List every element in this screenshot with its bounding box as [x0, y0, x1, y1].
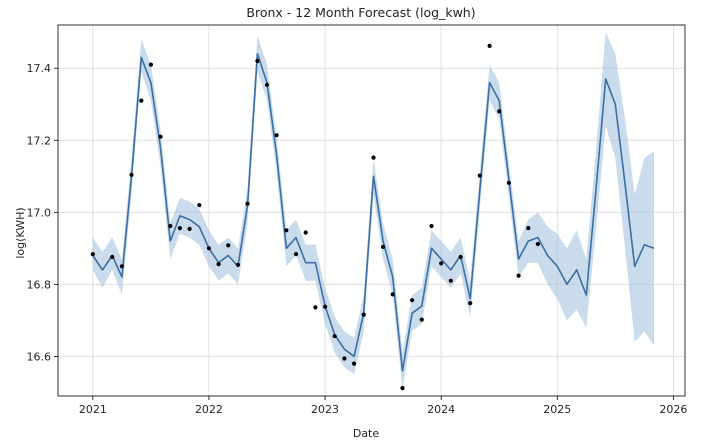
actual-data-point [352, 361, 357, 366]
actual-data-point [264, 82, 270, 87]
x-tick-label: 2021 [79, 403, 107, 416]
actual-data-point [90, 252, 95, 257]
forecast-line [92, 52, 655, 372]
actual-data-point [332, 334, 337, 339]
actual-data-point [187, 226, 192, 231]
actual-data-point [371, 155, 376, 160]
actual-data-point [410, 298, 415, 303]
y-tick-label: 17.2 [27, 134, 52, 147]
uncertainty-band-layer [92, 32, 655, 389]
actual-data-point [216, 262, 221, 267]
plot-frame [57, 24, 686, 397]
forecast-line-layer [92, 52, 655, 372]
y-tick-label: 17.0 [27, 206, 52, 219]
x-tick-label: 2023 [311, 403, 339, 416]
actual-data-point [177, 226, 182, 231]
actual-data-point [477, 173, 482, 178]
actual-data-point [206, 246, 211, 251]
y-tick-label: 16.8 [27, 278, 52, 291]
actual-data-point [497, 109, 502, 114]
actual-data-point [235, 262, 241, 267]
actual-data-point [400, 386, 405, 391]
actual-data-point [516, 273, 521, 278]
actual-data-point [487, 43, 492, 49]
x-tick-label: 2022 [195, 403, 223, 416]
actual-data-point [303, 230, 308, 235]
actual-data-point [158, 134, 163, 139]
x-axis-ticks: 2021 2022 2023 2024 2025 2026 [79, 396, 687, 416]
actual-points-layer [90, 43, 541, 391]
actual-data-point [274, 133, 279, 138]
x-axis-label: Date [353, 427, 380, 440]
actual-data-point [506, 180, 511, 185]
actual-data-point [381, 244, 386, 249]
actual-data-point [458, 254, 463, 260]
actual-data-point [110, 254, 115, 260]
x-tick-label: 2026 [659, 403, 687, 416]
x-tick-label: 2025 [543, 403, 571, 416]
actual-data-point [119, 264, 124, 269]
actual-data-point [168, 223, 173, 229]
y-axis-ticks: 16.6 16.8 17.0 17.2 17.4 [27, 62, 58, 363]
actual-data-point [323, 304, 328, 309]
actual-data-point [226, 243, 231, 248]
uncertainty-band [92, 32, 655, 389]
actual-data-point [468, 301, 473, 306]
actual-data-point [255, 58, 260, 64]
actual-data-point [313, 305, 318, 310]
x-tick-label: 2024 [427, 403, 455, 416]
actual-data-point [139, 98, 144, 103]
actual-data-point [419, 317, 424, 322]
actual-data-point [439, 261, 444, 266]
actual-data-point [197, 203, 202, 208]
actual-data-point [361, 312, 366, 317]
y-tick-label: 17.4 [27, 62, 52, 75]
actual-data-point [284, 228, 289, 233]
chart-title: Bronx - 12 Month Forecast (log_kwh) [246, 5, 475, 20]
y-axis-label: log(KWH) [14, 207, 27, 258]
actual-data-point [245, 201, 250, 206]
actual-data-point [390, 292, 395, 297]
actual-data-point [342, 356, 347, 361]
actual-data-point [526, 226, 531, 231]
y-tick-label: 16.6 [27, 350, 52, 363]
actual-data-point [535, 241, 541, 247]
actual-data-point [293, 252, 299, 257]
actual-data-point [429, 223, 434, 229]
actual-data-point [148, 62, 153, 67]
actual-data-point [129, 172, 134, 177]
actual-data-point [448, 278, 453, 283]
